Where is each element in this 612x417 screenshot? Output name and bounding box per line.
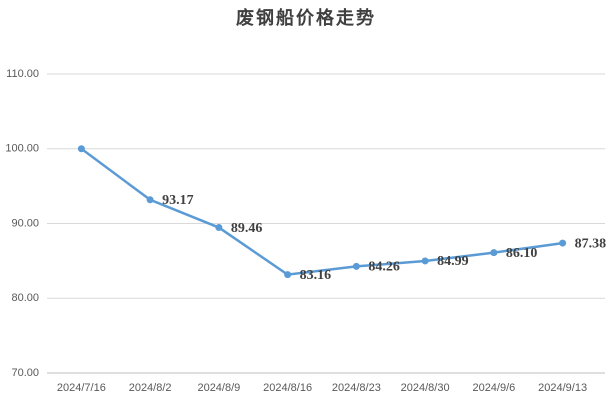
x-tick-label: 2024/8/16: [263, 382, 312, 394]
data-point: [146, 196, 154, 204]
data-point: [490, 249, 498, 257]
y-tick-label: 80.00: [11, 292, 39, 304]
x-tick-label: 2024/7/16: [57, 382, 106, 394]
x-tick-label: 2024/9/6: [472, 382, 515, 394]
y-tick-label: 90.00: [11, 217, 39, 229]
chart-title: 废钢船价格走势: [236, 7, 376, 29]
data-point: [215, 224, 223, 232]
data-label: 83.16: [300, 268, 332, 283]
data-point: [352, 262, 360, 270]
data-label: 89.46: [231, 221, 263, 236]
x-tick-label: 2024/9/13: [538, 382, 587, 394]
data-label: 86.10: [506, 246, 538, 261]
y-tick-label: 100.00: [5, 143, 39, 155]
series-line: [80, 147, 563, 276]
y-tick-label: 70.00: [11, 367, 39, 379]
data-label: 84.99: [437, 254, 469, 269]
x-tick-label: 2024/8/23: [332, 382, 381, 394]
data-label: 87.38: [575, 236, 607, 251]
y-tick-label: 110.00: [6, 68, 39, 80]
data-point: [77, 145, 85, 153]
data-point: [559, 239, 567, 247]
data-label: 84.26: [368, 260, 400, 275]
x-tick-label: 2024/8/9: [197, 382, 240, 394]
x-tick-label: 2024/8/2: [129, 382, 172, 394]
x-tick-label: 2024/8/30: [401, 382, 450, 394]
data-point: [421, 257, 429, 265]
data-point: [284, 271, 292, 279]
data-label: 93.17: [162, 193, 194, 208]
